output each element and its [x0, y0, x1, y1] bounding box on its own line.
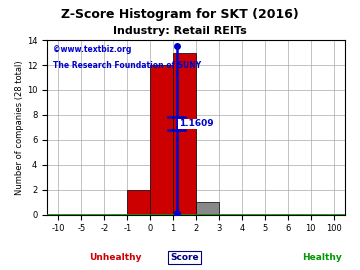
Bar: [173, 53, 196, 215]
Bar: [127, 190, 150, 215]
Text: Industry: Retail REITs: Industry: Retail REITs: [113, 26, 247, 36]
Text: ©www.textbiz.org: ©www.textbiz.org: [53, 45, 131, 54]
Text: Score: Score: [170, 253, 199, 262]
Bar: [150, 65, 173, 215]
Text: The Research Foundation of SUNY: The Research Foundation of SUNY: [53, 61, 201, 70]
Text: Z-Score Histogram for SKT (2016): Z-Score Histogram for SKT (2016): [61, 8, 299, 21]
Y-axis label: Number of companies (28 total): Number of companies (28 total): [15, 60, 24, 195]
Text: Healthy: Healthy: [302, 253, 342, 262]
Text: Unhealthy: Unhealthy: [90, 253, 142, 262]
Bar: [196, 202, 219, 215]
Text: 1.1609: 1.1609: [179, 119, 213, 128]
